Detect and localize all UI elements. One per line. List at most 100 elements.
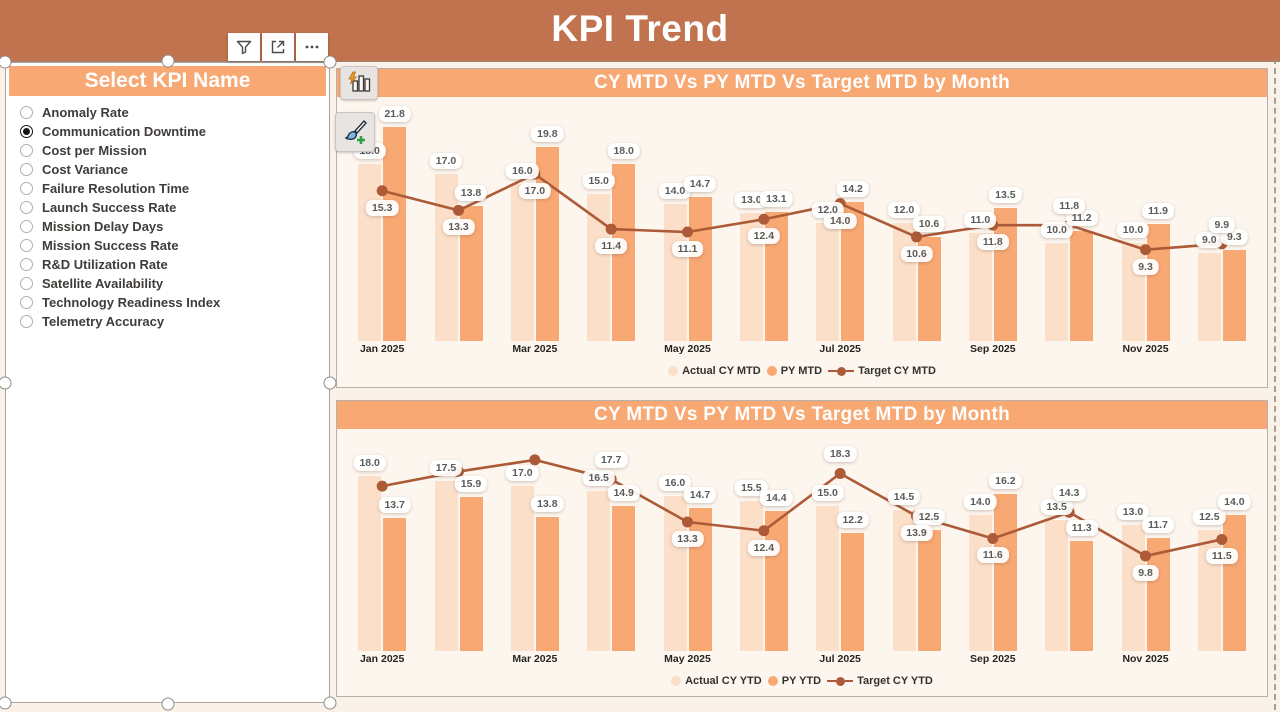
target-point[interactable] xyxy=(1140,550,1151,562)
target-line xyxy=(381,458,1223,558)
slicer-option-mission-success-rate[interactable]: Mission Success Rate xyxy=(20,236,321,255)
target-point[interactable] xyxy=(1140,244,1151,256)
actual-bar-oct[interactable] xyxy=(1045,520,1069,651)
target-point[interactable] xyxy=(911,231,922,243)
target-point[interactable] xyxy=(987,532,999,544)
actual-bar-apr[interactable] xyxy=(587,490,611,651)
selection-handle[interactable] xyxy=(323,376,337,390)
legend-item-py-mtd[interactable]: PY MTD xyxy=(766,365,822,377)
py-bar-feb[interactable] xyxy=(459,496,483,651)
selection-handle[interactable] xyxy=(323,696,337,710)
slicer-option-launch-success-rate[interactable]: Launch Success Rate xyxy=(20,198,321,217)
target-point[interactable] xyxy=(834,467,846,479)
actual-bar-feb[interactable] xyxy=(434,481,458,651)
target-point[interactable] xyxy=(376,480,388,492)
slicer-option-anomaly-rate[interactable]: Anomaly Rate xyxy=(20,103,321,122)
radio-selected-icon[interactable] xyxy=(20,125,33,138)
radio-icon[interactable] xyxy=(20,296,33,309)
legend-item-target-cy-mtd[interactable]: Target CY MTD xyxy=(828,365,936,377)
more-options-button[interactable] xyxy=(296,33,328,61)
radio-icon[interactable] xyxy=(20,144,33,157)
actual-bar-oct[interactable] xyxy=(1045,242,1069,341)
slicer-option-technology-readiness-index[interactable]: Technology Readiness Index xyxy=(20,293,321,312)
legend-item-actual-cy-mtd[interactable]: Actual CY MTD xyxy=(668,365,761,377)
actual-bar-dec[interactable] xyxy=(1197,252,1221,341)
actual-bar-mar[interactable] xyxy=(510,183,534,341)
actual-bar-mar[interactable] xyxy=(510,486,534,651)
focus-mode-button[interactable] xyxy=(262,33,294,61)
py-bar-apr[interactable] xyxy=(612,506,636,651)
target-point[interactable] xyxy=(376,185,388,197)
radio-icon[interactable] xyxy=(20,239,33,252)
actual-bar-jun[interactable] xyxy=(739,500,763,651)
target-point[interactable] xyxy=(1216,533,1228,545)
actual-bar-aug[interactable] xyxy=(892,510,916,651)
py-bar-may[interactable] xyxy=(688,196,712,341)
bar-data-label: 13.0 xyxy=(1116,503,1150,520)
target-point[interactable] xyxy=(605,223,617,235)
slicer-option-cost-per-mission[interactable]: Cost per Mission xyxy=(20,141,321,160)
radio-icon[interactable] xyxy=(20,163,33,176)
radio-icon[interactable] xyxy=(20,201,33,214)
bar-data-label: 15.0 xyxy=(811,484,844,501)
py-bar-aug[interactable] xyxy=(917,236,941,341)
radio-icon[interactable] xyxy=(20,182,33,195)
bar-data-label: 21.8 xyxy=(378,105,411,122)
target-data-label: 18.3 xyxy=(823,446,857,463)
filter-button[interactable] xyxy=(228,33,260,61)
actual-bar-may[interactable] xyxy=(663,203,687,341)
slicer-option-satellite-availability[interactable]: Satellite Availability xyxy=(20,274,321,293)
py-bar-jun[interactable] xyxy=(764,212,788,341)
bar-data-label: 14.0 xyxy=(1218,494,1251,511)
actual-bar-apr[interactable] xyxy=(587,193,611,341)
py-bar-mar[interactable] xyxy=(535,517,559,651)
py-bar-aug[interactable] xyxy=(917,529,941,651)
slicer-option-mission-delay-days[interactable]: Mission Delay Days xyxy=(20,217,321,236)
legend-item-actual-cy-ytd[interactable]: Actual CY YTD xyxy=(671,675,762,687)
selection-handle[interactable] xyxy=(0,55,12,69)
target-point[interactable] xyxy=(758,525,770,537)
selection-handle[interactable] xyxy=(161,54,175,68)
target-point[interactable] xyxy=(453,204,464,216)
selection-handle[interactable] xyxy=(161,697,175,711)
py-bar-feb[interactable] xyxy=(459,205,483,341)
py-bar-dec[interactable] xyxy=(1222,249,1246,341)
py-bar-jul[interactable] xyxy=(841,532,865,651)
radio-icon[interactable] xyxy=(20,277,33,290)
py-bar-jul[interactable] xyxy=(841,201,865,341)
format-brush-button[interactable] xyxy=(335,112,375,152)
x-axis-tick: Jul 2025 xyxy=(819,343,861,355)
selection-handle[interactable] xyxy=(323,55,337,69)
slicer-option-telemetry-accuracy[interactable]: Telemetry Accuracy xyxy=(20,312,321,331)
slicer-option-r-d-utilization-rate[interactable]: R&D Utilization Rate xyxy=(20,255,321,274)
actual-bar-feb[interactable] xyxy=(434,174,458,341)
py-bar-oct[interactable] xyxy=(1070,541,1094,651)
target-point[interactable] xyxy=(529,454,541,466)
slicer-option-communication-downtime[interactable]: Communication Downtime xyxy=(20,122,321,141)
bar-data-label: 14.5 xyxy=(887,489,921,506)
radio-icon[interactable] xyxy=(20,220,33,233)
radio-icon[interactable] xyxy=(20,258,33,271)
py-bar-jan[interactable] xyxy=(383,126,407,341)
actual-bar-jul[interactable] xyxy=(816,223,840,341)
selection-handle[interactable] xyxy=(0,376,12,390)
target-point[interactable] xyxy=(758,213,770,225)
target-point[interactable] xyxy=(682,516,693,528)
selection-handle[interactable] xyxy=(0,696,12,710)
actual-bar-jan[interactable] xyxy=(358,476,382,651)
actual-bar-jul[interactable] xyxy=(816,505,840,651)
slicer-option-failure-resolution-time[interactable]: Failure Resolution Time xyxy=(20,179,321,198)
target-point[interactable] xyxy=(682,226,693,238)
slicer-option-cost-variance[interactable]: Cost Variance xyxy=(20,160,321,179)
py-bar-nov[interactable] xyxy=(1146,224,1170,341)
py-bar-jan[interactable] xyxy=(383,518,407,651)
legend-item-target-cy-ytd[interactable]: Target CY YTD xyxy=(827,675,933,687)
legend-item-py-ytd[interactable]: PY YTD xyxy=(767,675,821,687)
actual-bar-jun[interactable] xyxy=(739,213,763,341)
py-bar-oct[interactable] xyxy=(1070,231,1094,341)
actual-bar-nov[interactable] xyxy=(1121,524,1145,651)
radio-icon[interactable] xyxy=(20,106,33,119)
radio-icon[interactable] xyxy=(20,315,33,328)
analyze-button[interactable] xyxy=(340,66,378,100)
actual-bar-sep[interactable] xyxy=(968,233,992,341)
